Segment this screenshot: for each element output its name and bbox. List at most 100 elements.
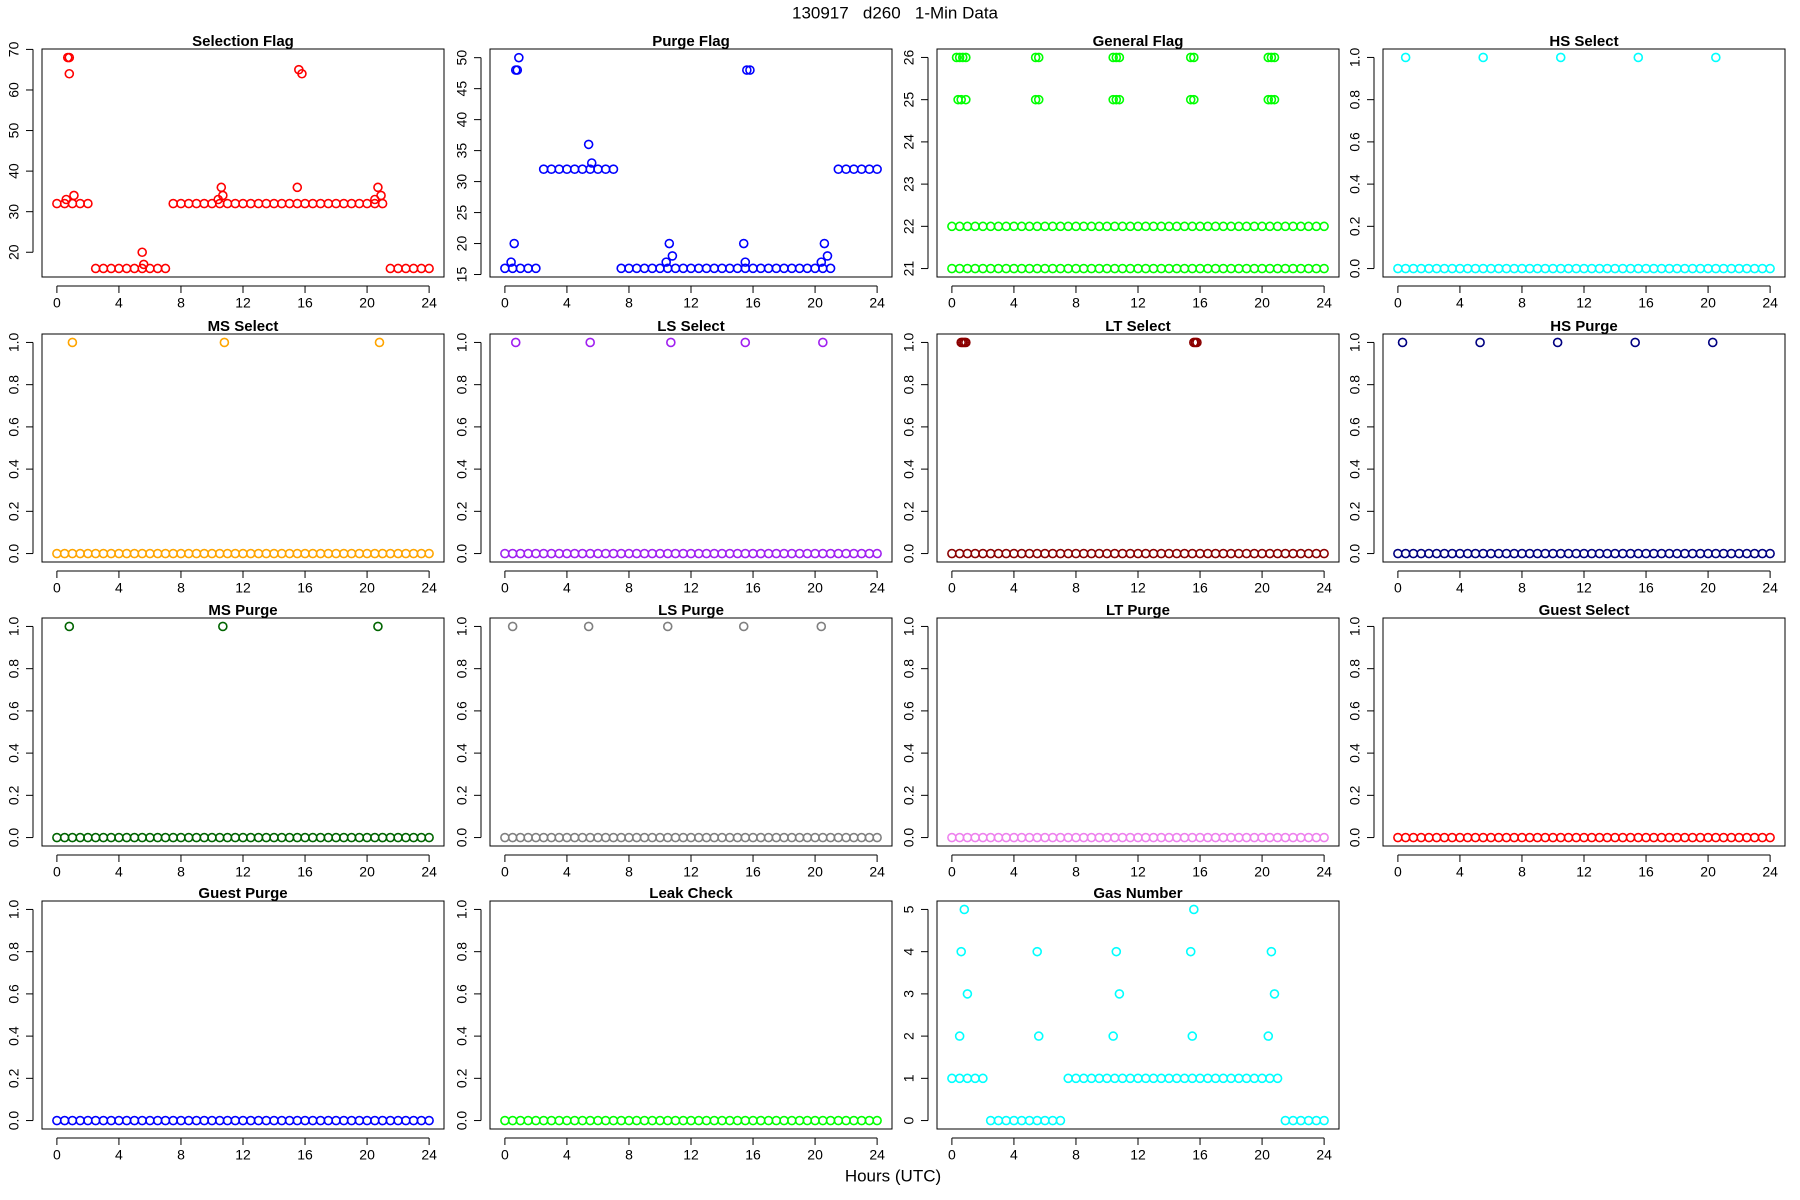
data-point (230, 1115, 241, 1126)
data-point (709, 263, 720, 274)
data-point (1055, 832, 1066, 843)
data-point (408, 832, 419, 843)
data-point (740, 1115, 751, 1126)
data-point (176, 1115, 186, 1126)
data-point (1257, 1073, 1267, 1084)
data-point (1648, 548, 1659, 559)
data-point (1263, 94, 1274, 105)
data-point (67, 337, 78, 348)
data-point (373, 182, 383, 193)
data-point (954, 832, 965, 843)
data-point (678, 1115, 689, 1126)
y-tick-label: 1.0 (1347, 333, 1363, 353)
data-point (1040, 832, 1050, 843)
data-point (1625, 548, 1636, 559)
data-point (872, 548, 882, 559)
data-point (98, 263, 109, 274)
data-point (315, 548, 326, 559)
data-point (129, 832, 140, 843)
data-point (583, 139, 594, 150)
data-point (1226, 221, 1236, 232)
data-point (825, 263, 836, 274)
data-point (500, 1115, 510, 1126)
data-point (245, 548, 256, 559)
data-point (98, 1115, 109, 1126)
data-point (1133, 1073, 1143, 1084)
data-point (724, 1115, 735, 1126)
data-point (664, 238, 675, 249)
data-point (168, 832, 179, 843)
x-tick-label: 16 (1638, 580, 1654, 596)
data-point (1296, 832, 1306, 843)
data-point (1102, 832, 1112, 843)
data-point (1189, 52, 1199, 63)
data-point (1094, 1073, 1105, 1084)
data-point (374, 337, 385, 348)
x-tick-label: 24 (1316, 295, 1332, 311)
data-point (1078, 1073, 1089, 1084)
data-point (1179, 263, 1190, 274)
data-point (1055, 1115, 1066, 1126)
data-point (323, 832, 334, 843)
y-tick-label: 0.0 (1347, 259, 1363, 279)
data-point (554, 548, 564, 559)
y-tick-label: 0.6 (901, 701, 917, 721)
x-tick-label: 24 (869, 295, 885, 311)
data-point (1234, 1073, 1244, 1084)
data-point (959, 904, 970, 915)
data-point (538, 548, 549, 559)
data-point (1094, 263, 1105, 274)
x-tick-label: 8 (1518, 580, 1526, 596)
data-point (693, 832, 704, 843)
data-point (1063, 832, 1074, 843)
data-point (1140, 548, 1151, 559)
data-point (1269, 989, 1280, 999)
data-point (1280, 548, 1291, 559)
data-point (947, 832, 957, 843)
data-point (724, 263, 735, 274)
data-point (1263, 1031, 1274, 1041)
data-point (1711, 263, 1721, 274)
data-point (138, 259, 149, 270)
data-point (810, 263, 820, 274)
data-point (114, 832, 124, 843)
data-point (1602, 263, 1613, 274)
data-point (1218, 548, 1229, 559)
data-point (1156, 832, 1167, 843)
y-tick-label: 3 (901, 990, 917, 998)
data-point (569, 548, 580, 559)
data-point (191, 832, 202, 843)
data-point (1009, 1115, 1019, 1126)
data-point (1540, 832, 1551, 843)
data-point (1272, 832, 1283, 843)
data-point (1001, 221, 1011, 232)
x-tick-label: 4 (115, 1147, 123, 1163)
data-point (1156, 221, 1167, 232)
data-point (1617, 548, 1628, 559)
data-point (1024, 221, 1035, 232)
data-point (531, 263, 541, 274)
data-point (1187, 548, 1198, 559)
data-point (1610, 832, 1620, 843)
data-point (1257, 221, 1267, 232)
data-point (83, 1115, 93, 1126)
data-point (1071, 1073, 1081, 1084)
y-tick-label: 0.2 (901, 501, 917, 521)
data-point (717, 832, 727, 843)
y-tick-label: 0.2 (6, 501, 22, 521)
data-point (1016, 263, 1027, 274)
data-point (1257, 263, 1267, 274)
x-tick-label: 20 (359, 864, 375, 880)
x-tick-label: 8 (625, 295, 633, 311)
data-point (1695, 263, 1706, 274)
data-point (207, 1115, 217, 1126)
data-point (856, 548, 867, 559)
data-point (1711, 832, 1721, 843)
data-point (1424, 548, 1434, 559)
data-point (67, 832, 78, 843)
x-tick-label: 4 (1456, 864, 1464, 880)
x-tick-label: 20 (807, 1147, 823, 1163)
y-tick-label: 25 (454, 205, 470, 221)
data-point (152, 832, 163, 843)
x-tick-label: 20 (1254, 580, 1270, 596)
